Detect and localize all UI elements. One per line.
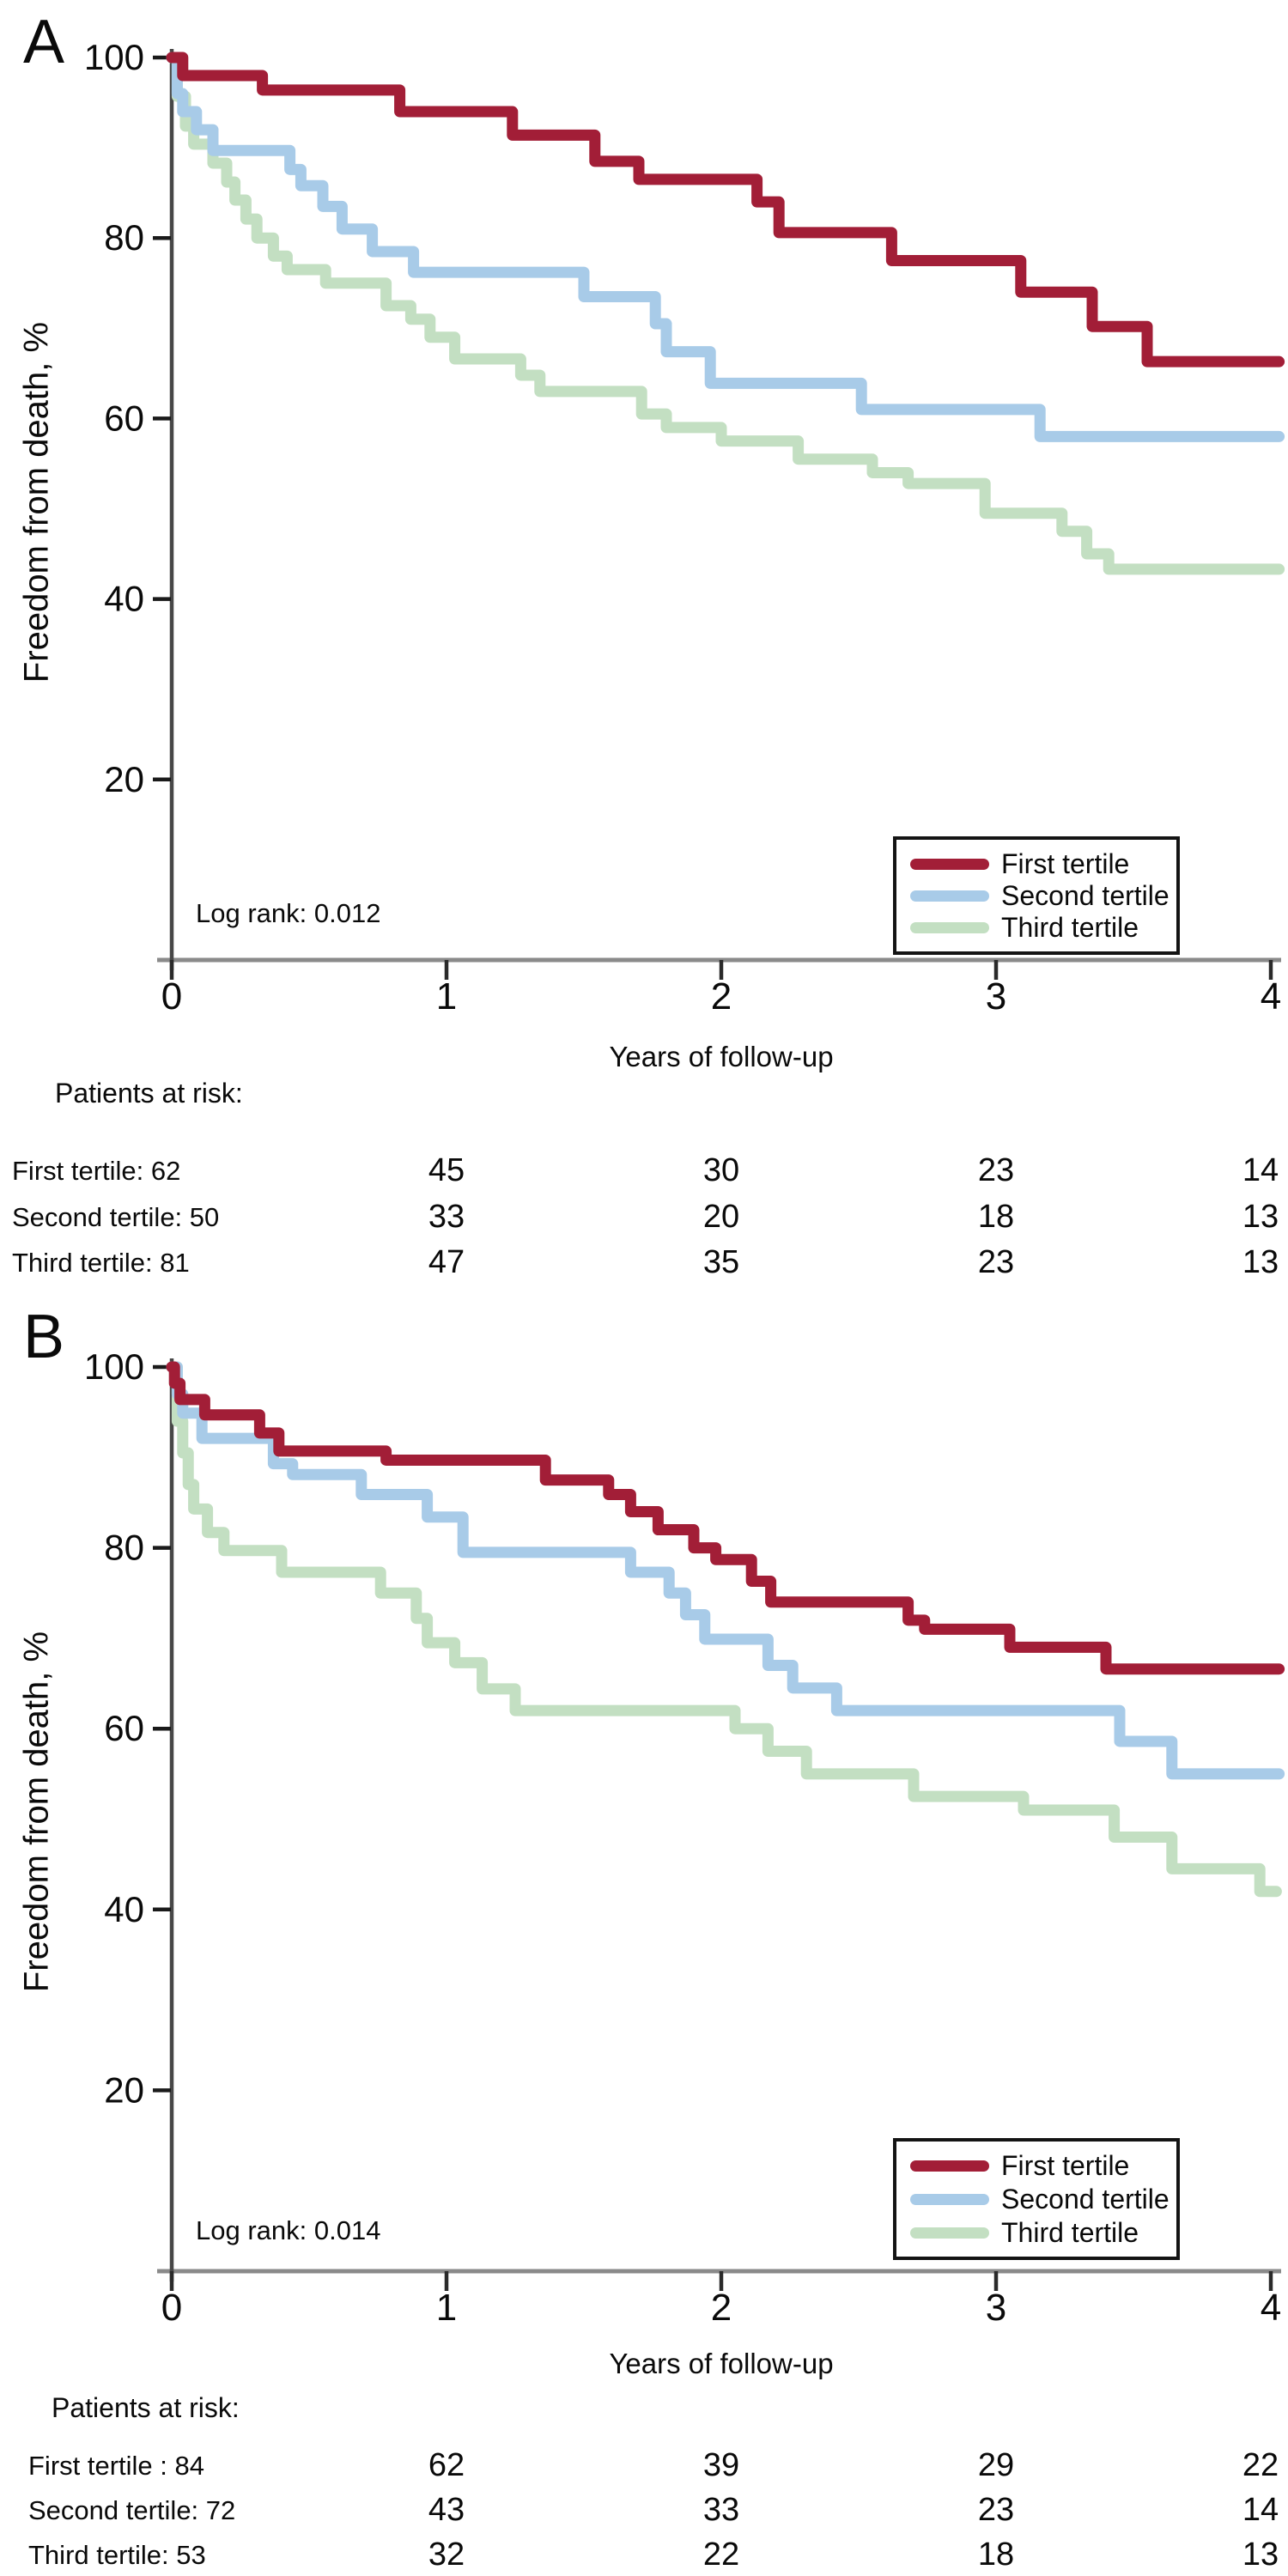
- legend-row: Third tertile: [910, 2217, 1168, 2248]
- x-tick-label: 1: [436, 2287, 457, 2329]
- risk-row-label: First tertile: 62: [12, 1156, 181, 1186]
- risk-row-label: First tertile : 84: [28, 2451, 204, 2481]
- legend-label-third-tertile: Third tertile: [1001, 2216, 1139, 2248]
- risk-value: 13: [1242, 1199, 1279, 1235]
- legend-row: Second tertile: [910, 879, 1170, 911]
- risk-value: 13: [1242, 1244, 1279, 1280]
- y-tick-label: 20: [104, 2069, 144, 2110]
- panel-b-risk-heading: Patients at risk:: [52, 2392, 240, 2423]
- legend-label-third-tertile: Third tertile: [1001, 911, 1139, 943]
- y-tick-label: 80: [104, 1528, 144, 1568]
- legend-row: Second tertile: [910, 2183, 1170, 2215]
- risk-value: 30: [702, 1152, 740, 1188]
- panel-a-x-axis-label: Years of follow-up: [609, 1041, 834, 1072]
- panel-a-plot: 20 40 60 80 100 0 1 2 3 4: [84, 37, 1285, 1018]
- panel-a-y-axis-label: Freedom from death, %: [17, 321, 56, 683]
- km-curve-first-tertile: [166, 52, 1285, 368]
- risk-value: 23: [977, 2492, 1015, 2528]
- risk-value: 14: [1242, 2492, 1279, 2528]
- panel-b-legend: First tertile Second tertile Third terti…: [893, 2138, 1180, 2260]
- x-tick-label: 1: [436, 975, 457, 1018]
- panel-b-plot: 20 40 60 80 100 0 1 2 3 4: [84, 1346, 1285, 2329]
- risk-value: 18: [977, 2537, 1015, 2573]
- risk-value: 14: [1242, 1152, 1279, 1188]
- legend-row: First tertile: [910, 2150, 1168, 2181]
- risk-value: 47: [428, 1244, 465, 1280]
- panel-a-log-rank: Log rank: 0.012: [196, 898, 381, 928]
- x-tick-label: 0: [161, 2287, 182, 2329]
- panel-b-x-axis-label: Years of follow-up: [609, 2348, 834, 2379]
- x-tick-label: 4: [1261, 2287, 1281, 2329]
- third-tertile-line-swatch: [910, 921, 989, 933]
- x-tick-label: 2: [711, 2287, 732, 2329]
- y-tick-label: 60: [104, 398, 144, 438]
- y-tick-label: 20: [104, 759, 144, 799]
- y-tick-label: 100: [84, 37, 144, 77]
- second-tertile-line-swatch: [910, 890, 989, 902]
- risk-value: 32: [428, 2537, 465, 2573]
- legend-label-first-tertile: First tertile: [1001, 2149, 1130, 2181]
- risk-row-label: Second tertile: 72: [28, 2495, 236, 2525]
- risk-value: 33: [702, 2492, 740, 2528]
- risk-value: 23: [977, 1244, 1015, 1280]
- risk-value: 22: [702, 2537, 740, 2573]
- risk-value: 45: [428, 1152, 465, 1188]
- legend-label-first-tertile: First tertile: [1001, 848, 1130, 879]
- km-curve-second-tertile: [166, 52, 1285, 442]
- y-tick-label: 100: [84, 1346, 144, 1387]
- y-tick-label: 80: [104, 217, 144, 258]
- panel-b-y-axis-label: Freedom from death, %: [17, 1631, 56, 1993]
- risk-value: 33: [428, 1199, 465, 1235]
- x-tick-label: 0: [161, 975, 182, 1018]
- x-tick-label: 3: [986, 2287, 1006, 2329]
- km-curve-third-tertile: [166, 52, 1285, 575]
- legend-row: First tertile: [910, 848, 1168, 879]
- km-curve-third-tertile: [166, 1361, 1282, 1898]
- third-tertile-line-swatch: [910, 2227, 989, 2239]
- panel-a-letter: A: [23, 8, 65, 76]
- risk-value: 22: [1242, 2447, 1279, 2483]
- x-tick-label: 3: [986, 975, 1006, 1018]
- risk-value: 39: [702, 2447, 740, 2483]
- risk-row-label: Third tertile: 81: [12, 1248, 190, 1278]
- first-tertile-line-swatch: [910, 858, 989, 870]
- risk-row-label: Third tertile: 53: [28, 2540, 206, 2570]
- risk-value: 13: [1242, 2537, 1279, 2573]
- x-tick-label: 4: [1261, 975, 1281, 1018]
- risk-value: 18: [977, 1199, 1015, 1235]
- risk-value: 29: [977, 2447, 1015, 2483]
- legend-label-second-tertile: Second tertile: [1001, 2183, 1170, 2215]
- legend-label-second-tertile: Second tertile: [1001, 879, 1170, 911]
- first-tertile-line-swatch: [910, 2160, 989, 2172]
- risk-value: 20: [702, 1199, 740, 1235]
- risk-value: 35: [702, 1244, 740, 1280]
- second-tertile-line-swatch: [910, 2193, 989, 2205]
- risk-value: 23: [977, 1152, 1015, 1188]
- x-tick-label: 2: [711, 975, 732, 1018]
- legend-row: Third tertile: [910, 912, 1168, 943]
- panel-b-letter: B: [23, 1303, 65, 1371]
- km-curve-second-tertile: [166, 1361, 1285, 1780]
- y-tick-label: 40: [104, 1889, 144, 1929]
- risk-value: 62: [428, 2447, 465, 2483]
- risk-value: 43: [428, 2492, 465, 2528]
- panel-b-log-rank: Log rank: 0.014: [196, 2215, 381, 2245]
- panel-a-risk-heading: Patients at risk:: [55, 1078, 243, 1109]
- risk-row-label: Second tertile: 50: [12, 1202, 220, 1232]
- panel-a-legend: First tertile Second tertile Third terti…: [893, 836, 1180, 955]
- y-tick-label: 60: [104, 1708, 144, 1748]
- y-tick-label: 40: [104, 579, 144, 619]
- km-curve-first-tertile: [166, 1361, 1285, 1675]
